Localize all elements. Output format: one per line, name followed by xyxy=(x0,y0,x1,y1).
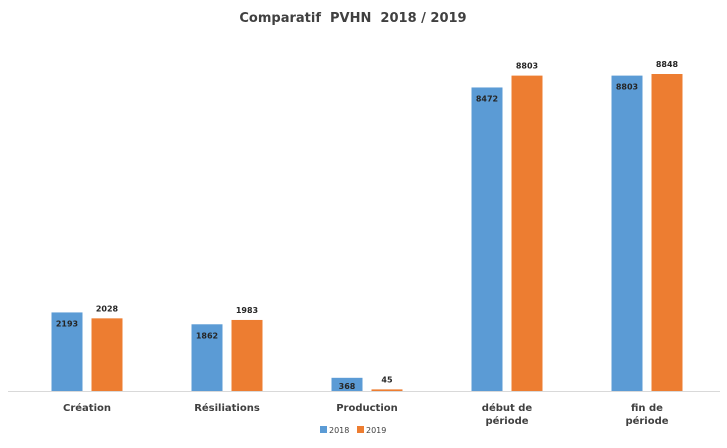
category-label-production: Production xyxy=(336,403,398,414)
category-label-debut-de-periode: période xyxy=(485,415,528,427)
bar-2019-fin-de-periode xyxy=(651,74,683,391)
category-label-resiliations: Résiliations xyxy=(194,402,260,414)
bar-2019-resiliations xyxy=(231,319,263,391)
bar-2019-production xyxy=(371,389,403,391)
value-label-2019-debut-de-periode: 8803 xyxy=(516,62,538,71)
value-label-2018-debut-de-periode: 8472 xyxy=(476,94,498,103)
value-label-2019-resiliations: 1983 xyxy=(236,306,258,315)
value-label-2018-resiliations: 1862 xyxy=(196,331,218,340)
category-label-fin-de-periode: période xyxy=(625,415,668,427)
bar-2018-creation xyxy=(51,312,83,391)
value-label-2018-creation: 2193 xyxy=(56,319,78,328)
legend-label-2019: 2019 xyxy=(366,426,386,435)
category-label-debut-de-periode: début de xyxy=(482,402,533,414)
bar-2018-fin-de-periode xyxy=(611,75,643,391)
legend: 2018 2019 xyxy=(320,426,386,435)
bars-layer xyxy=(51,74,683,391)
bar-2018-debut-de-periode xyxy=(471,87,503,391)
value-label-2018-production: 368 xyxy=(339,382,356,391)
legend-label-2018: 2018 xyxy=(329,426,349,435)
bar-2019-debut-de-periode xyxy=(511,75,543,391)
legend-swatch-2018 xyxy=(320,426,327,433)
chart-title: Comparatif PVHN 2018 / 2019 xyxy=(239,11,466,26)
value-label-2019-creation: 2028 xyxy=(96,304,119,313)
bar-2019-creation xyxy=(91,318,123,391)
bar-2018-resiliations xyxy=(191,324,223,391)
category-label-creation: Création xyxy=(63,402,111,414)
bar-2018-production xyxy=(331,377,363,391)
category-label-fin-de-periode: fin de xyxy=(631,403,663,414)
legend-swatch-2019 xyxy=(357,426,364,433)
labels-layer: 2193 2028 Création 1862 1983 Résiliations 368 4… xyxy=(56,60,679,427)
value-label-2019-fin-de-periode: 8848 xyxy=(656,60,679,69)
value-label-2019-production: 45 xyxy=(381,375,393,384)
value-label-2018-fin-de-periode: 8803 xyxy=(616,83,638,92)
